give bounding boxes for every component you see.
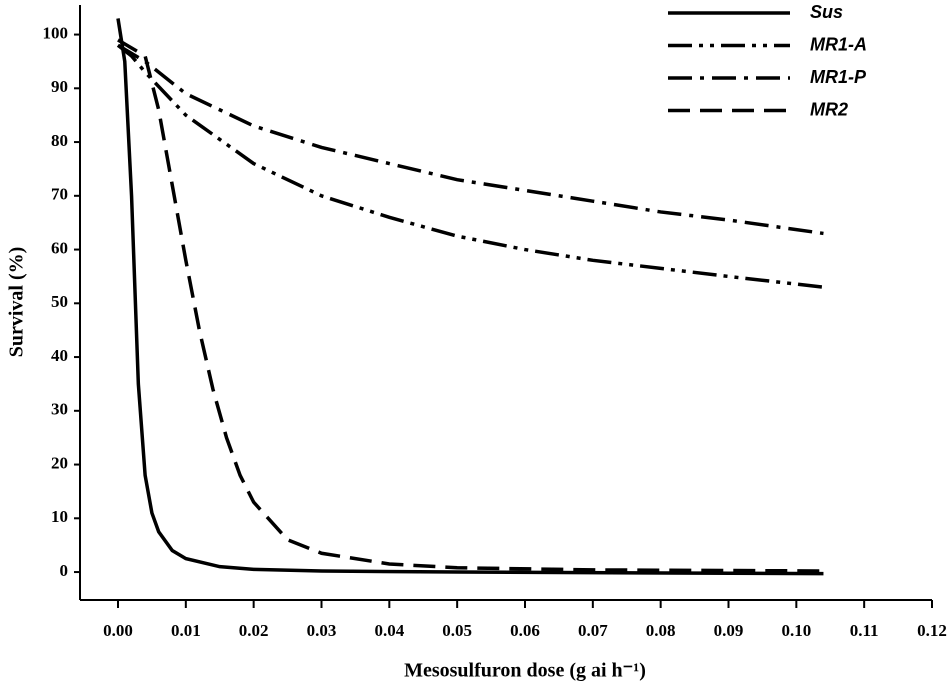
y-tick-label: 100 [43,23,69,42]
x-tick-label: 0.02 [239,621,269,640]
series-line [116,43,824,289]
x-tick-label: 0.10 [781,621,811,640]
x-tick-label: 0.04 [374,621,404,640]
y-tick-label: 70 [51,185,68,204]
y-tick-label: 60 [51,238,68,257]
x-tick-label: 0.00 [103,621,133,640]
y-tick-label: 20 [51,453,68,472]
x-tick-label: 0.06 [510,621,540,640]
x-tick-label: 0.12 [917,621,947,640]
series-line [117,38,824,573]
y-axis-label: Survival (%) [6,247,28,358]
y-tick-label: 10 [51,507,68,526]
y-tick-label: 80 [51,131,68,150]
legend-label: Sus [810,2,843,22]
y-tick-label: 40 [51,346,68,365]
y-tick-label: 50 [51,292,68,311]
y-tick-label: 90 [51,77,68,96]
series-line [116,18,824,576]
series-line [117,43,824,236]
x-tick-label: 0.07 [578,621,608,640]
x-tick-label: 0.09 [714,621,744,640]
y-tick-label: 30 [51,400,68,419]
legend-label: MR2 [810,99,848,119]
legend-label: MR1-P [810,67,867,87]
y-tick-label: 0 [60,561,69,580]
x-tick-label: 0.01 [171,621,201,640]
x-tick-label: 0.03 [307,621,337,640]
x-tick-label: 0.11 [850,621,879,640]
legend-label: MR1-A [810,34,867,54]
x-tick-label: 0.08 [646,621,676,640]
x-tick-label: 0.05 [442,621,472,640]
x-axis-label: Mesosulfuron dose (g ai h⁻¹) [404,660,646,682]
